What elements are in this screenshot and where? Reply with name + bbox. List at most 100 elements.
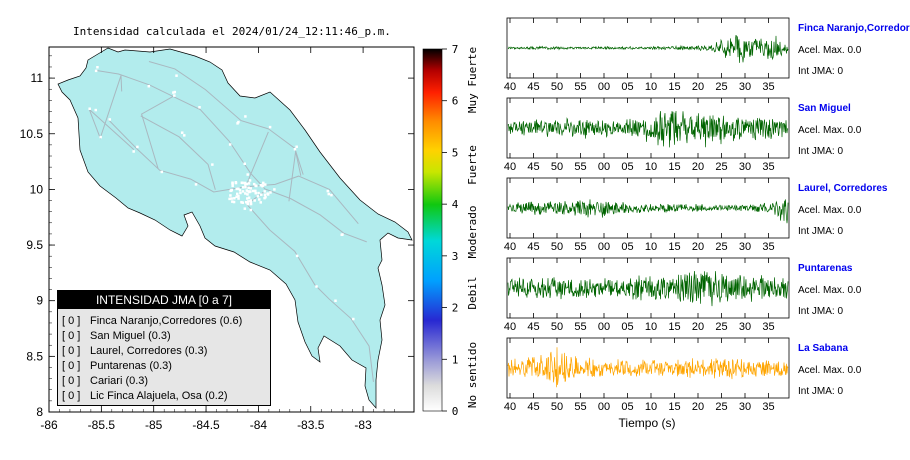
town-marker (173, 90, 177, 94)
waveform-tick-label: 00 (598, 161, 610, 173)
town-marker (231, 182, 234, 186)
town-marker (268, 125, 272, 129)
town-marker (94, 108, 97, 112)
town-marker (262, 181, 265, 185)
colorbar-gradient (422, 48, 443, 412)
waveform-tick-label: 25 (715, 321, 727, 333)
town-marker (228, 197, 231, 201)
colorbar-tick-label: 0 (452, 405, 459, 418)
legend-row-intensity: [ 0 ] (62, 315, 81, 327)
town-marker (248, 179, 252, 182)
legend-row-intensity: [ 0 ] (62, 330, 81, 342)
waveform-panels: 40 45 50 55 00 05 10 15 20 25 30 35 Finca Naranjo,Co… (504, 17, 910, 413)
town-marker (252, 182, 256, 186)
town-marker (147, 84, 151, 88)
town-marker (108, 118, 112, 121)
waveform-tick-label: 20 (692, 161, 704, 173)
waveform-tick-label: 40 (504, 241, 516, 253)
town-marker (244, 115, 247, 118)
road (94, 69, 367, 243)
station-name: Laurel, Corredores (798, 183, 888, 194)
station-name: San Miguel (798, 103, 851, 114)
waveform-panel: 40 45 50 55 00 05 10 15 20 25 30 35 San Miguel Acel. … (504, 97, 862, 173)
waveform-tick-label: 15 (668, 401, 680, 413)
town-marker (99, 135, 102, 139)
town-marker (237, 120, 240, 124)
waveform-tick-label: 45 (527, 321, 539, 333)
town-marker (194, 183, 198, 186)
town-marker (229, 194, 232, 197)
legend-row: [ 0 ] Laurel, Corredores (0.3) (62, 345, 207, 357)
waveform-trace (507, 34, 789, 63)
map-title: Intensidad calculada el 2024/01/24_12:11… (73, 25, 391, 38)
town-marker (256, 195, 260, 198)
town-marker (293, 147, 297, 151)
town-marker (269, 191, 272, 194)
road (246, 190, 374, 382)
lat-tick-label: 8.5 (26, 349, 43, 363)
town-marker (295, 145, 298, 149)
lat-tick-label: 10 (30, 182, 44, 196)
town-marker (211, 163, 214, 166)
waveform-tick-label: 50 (551, 241, 563, 253)
waveform-tick-label: 05 (621, 401, 633, 413)
waveform-tick-label: 15 (668, 81, 680, 93)
town-marker (246, 173, 249, 176)
town-marker (238, 188, 242, 192)
waveform-tick-label: 55 (574, 161, 586, 173)
waveform-tick-label: 35 (762, 161, 774, 173)
waveform-tick-label: 35 (762, 401, 774, 413)
town-marker (327, 192, 331, 196)
town-marker (172, 91, 175, 94)
town-marker (249, 202, 253, 206)
waveform-tick-label: 35 (762, 241, 774, 253)
station-jma: Int JMA: 0 (798, 306, 843, 317)
waveform-tick-label: 40 (504, 321, 516, 333)
colorbar-label: No sentido (466, 342, 479, 408)
waveform-tick-label: 55 (574, 241, 586, 253)
town-marker (249, 199, 252, 202)
waveform-tick-label: 30 (739, 81, 751, 93)
waveform-tick-label: 15 (668, 161, 680, 173)
waveform-tick-label: 40 (504, 161, 516, 173)
station-jma: Int JMA: 0 (798, 386, 843, 397)
waveform-frame (506, 257, 790, 319)
waveform-tick-label: 25 (715, 161, 727, 173)
waveform-tick-label: 50 (551, 81, 563, 93)
waveform-panel: 40 45 50 55 00 05 10 15 20 25 30 35 La Sabana Acel. M… (504, 337, 862, 413)
town-marker (273, 188, 276, 191)
legend-row-label: Puntarenas (0.3) (90, 360, 172, 372)
legend-row: [ 0 ] Lic Finca Alajuela, Osa (0.2) (62, 390, 228, 402)
waveform-tick-label: 10 (645, 81, 657, 93)
legend-row: [ 0 ] Cariari (0.3) (62, 375, 148, 387)
waveform-tick-label: 30 (739, 321, 751, 333)
station-accel: Acel. Max. 0.0 (798, 365, 862, 376)
lon-tick-label: -85 (145, 418, 163, 432)
colorbar-tick-label: 1 (452, 353, 459, 366)
town-marker (231, 184, 234, 188)
colorbar-tick-label: 3 (452, 250, 459, 263)
town-marker (245, 182, 249, 186)
waveform-tick-label: 45 (527, 161, 539, 173)
road (140, 115, 216, 190)
town-marker (136, 145, 139, 149)
legend-row-intensity: [ 0 ] (62, 345, 81, 357)
waveform-tick-label: 10 (645, 161, 657, 173)
lon-tick-label: -85.5 (88, 418, 116, 432)
town-marker (259, 184, 263, 187)
town-marker (261, 184, 264, 188)
waveform-tick-label: 45 (527, 81, 539, 93)
town-marker (183, 134, 186, 137)
town-marker (295, 254, 299, 258)
town-marker (248, 190, 251, 194)
waveform-tick-label: 15 (668, 241, 680, 253)
town-marker (198, 106, 201, 109)
town-marker (235, 187, 238, 191)
town-marker (244, 200, 248, 204)
town-marker (243, 181, 247, 185)
town-marker (173, 94, 176, 97)
waveform-tick-label: 50 (551, 321, 563, 333)
waveform-tick-label: 45 (527, 401, 539, 413)
waveform-panel: 40 45 50 55 00 05 10 15 20 25 30 35 Laurel, Corredor… (504, 177, 888, 253)
waveform-tick-label: 00 (598, 81, 610, 93)
